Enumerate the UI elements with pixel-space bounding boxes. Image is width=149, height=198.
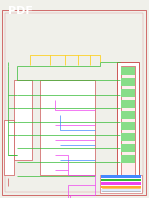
Bar	[121, 122, 135, 130]
Bar	[14, 80, 32, 160]
Bar	[121, 66, 135, 178]
Bar	[4, 120, 14, 175]
Bar	[121, 100, 135, 108]
Bar	[101, 186, 141, 188]
Bar	[117, 62, 139, 182]
Bar	[100, 175, 142, 193]
Bar	[121, 78, 135, 86]
Bar	[40, 80, 95, 175]
Bar	[121, 133, 135, 141]
Bar	[121, 155, 135, 163]
Bar	[121, 144, 135, 152]
Bar	[121, 111, 135, 119]
Bar	[101, 189, 141, 192]
Bar	[121, 89, 135, 97]
Bar	[101, 182, 141, 185]
Text: PDF: PDF	[8, 6, 32, 16]
Bar	[101, 179, 141, 181]
Bar	[121, 67, 135, 75]
Bar	[101, 175, 141, 178]
